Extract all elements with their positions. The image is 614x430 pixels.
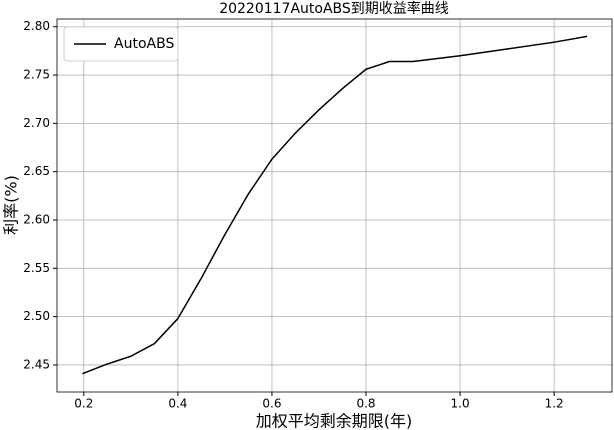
y-tick-label: 2.55 [23, 261, 50, 275]
x-tick-label: 0.4 [168, 397, 187, 411]
y-tick-label: 2.65 [23, 164, 50, 178]
line-series [82, 35, 588, 375]
x-tick-label: 1.2 [545, 397, 564, 411]
x-tick-label: 0.2 [74, 397, 93, 411]
y-tick-label: 2.45 [23, 357, 50, 371]
x-tick-label: 0.8 [356, 397, 375, 411]
legend-label: AutoABS [114, 36, 174, 52]
y-tick-label: 2.80 [23, 19, 50, 33]
x-axis-label: 加权平均剩余期限(年) [256, 412, 413, 430]
legend-box [63, 26, 179, 62]
x-tick-label: 1.0 [451, 397, 470, 411]
y-tick-label: 2.50 [23, 309, 50, 323]
y-tick-label: 2.75 [23, 68, 50, 82]
y-tick-label: 2.70 [23, 116, 50, 130]
plot-frame [56, 18, 613, 393]
chart-title: 20220117AutoABS到期收益率曲线 [219, 0, 449, 17]
y-axis-label: 利率(%) [2, 175, 21, 235]
y-tick-label: 2.60 [23, 212, 50, 226]
x-tick-label: 0.6 [262, 397, 281, 411]
